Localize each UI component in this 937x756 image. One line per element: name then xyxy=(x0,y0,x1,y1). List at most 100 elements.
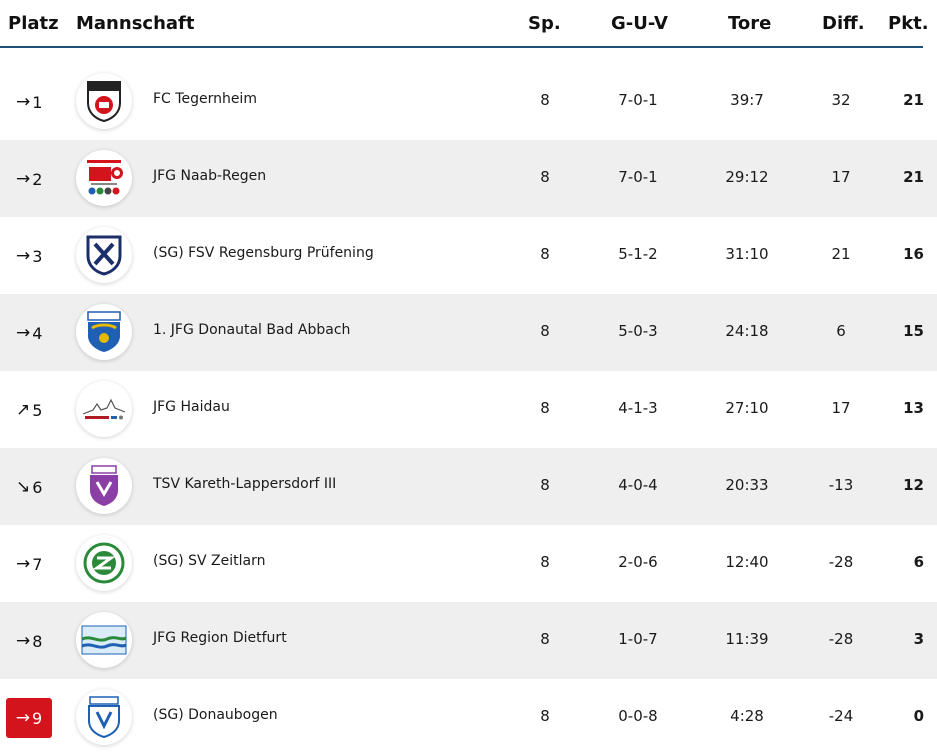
team-logo[interactable] xyxy=(76,535,132,591)
games-played: 8 xyxy=(540,553,550,571)
team-name[interactable]: (SG) Donaubogen xyxy=(153,707,278,723)
rank-cell: → 2 xyxy=(6,159,52,199)
team-logo[interactable] xyxy=(76,150,132,206)
team-name[interactable]: (SG) FSV Regensburg Prüfening xyxy=(153,245,374,261)
team-logo[interactable] xyxy=(76,381,132,437)
points: 16 xyxy=(903,245,924,263)
sv-zeitlarn-crest-icon xyxy=(83,542,125,584)
table-row[interactable]: → 4 1. JFG Donautal Bad Abbach 8 5-0-3 2… xyxy=(0,294,937,371)
goal-difference: -13 xyxy=(828,476,854,494)
games-played: 8 xyxy=(540,630,550,648)
team-name[interactable]: JFG Region Dietfurt xyxy=(153,630,287,646)
team-name[interactable]: JFG Haidau xyxy=(153,399,230,415)
rank-cell: → 7 xyxy=(6,544,52,584)
goal-difference: 17 xyxy=(831,399,851,417)
games-played: 8 xyxy=(540,168,550,186)
rank-number: 5 xyxy=(32,400,43,420)
header-platz: Platz xyxy=(8,13,59,34)
goals: 27:10 xyxy=(725,399,769,417)
team-name[interactable]: 1. JFG Donautal Bad Abbach xyxy=(153,322,351,338)
points: 21 xyxy=(903,91,924,109)
points: 6 xyxy=(913,553,924,571)
header-tore: Tore xyxy=(728,13,772,34)
rank-number: 4 xyxy=(32,323,43,343)
team-name[interactable]: TSV Kareth-Lappersdorf III xyxy=(153,476,337,492)
rank-cell: → 8 xyxy=(6,621,52,661)
table-row[interactable]: → 9 (SG) Donaubogen 8 0-0-8 4:28 -24 0 xyxy=(0,679,937,756)
goals: 4:28 xyxy=(730,707,764,725)
table-row[interactable]: → 1 FC Tegernheim 8 7-0-1 39:7 32 21 xyxy=(0,63,937,140)
games-played: 8 xyxy=(540,476,550,494)
table-row[interactable]: ↗ 5 JFG Haidau 8 4-1-3 27:10 17 13 xyxy=(0,371,937,448)
rank-number: 9 xyxy=(32,708,43,728)
team-name[interactable]: FC Tegernheim xyxy=(153,91,257,107)
goal-difference: 17 xyxy=(831,168,851,186)
goals: 24:18 xyxy=(725,322,769,340)
table-row[interactable]: → 2 JFG Naab-Regen 8 7-0-1 29:12 17 21 xyxy=(0,140,937,217)
team-logo[interactable] xyxy=(76,689,132,745)
games-played: 8 xyxy=(540,245,550,263)
team-name[interactable]: JFG Naab-Regen xyxy=(153,168,267,184)
games-played: 8 xyxy=(540,322,550,340)
fc-tegernheim-crest-icon xyxy=(87,81,121,123)
tsv-kareth-crest-icon xyxy=(90,465,118,506)
win-draw-loss: 4-1-3 xyxy=(618,399,658,417)
header-guv: G-U-V xyxy=(611,13,668,34)
jfg-haidau-logo-icon xyxy=(82,398,126,420)
rank-cell: → 1 xyxy=(6,82,52,122)
table-header: Platz Mannschaft Sp. G-U-V Tore Diff. Pk… xyxy=(0,0,929,48)
table-row[interactable]: → 3 (SG) FSV Regensburg Prüfening 8 5-1-… xyxy=(0,217,937,294)
table-row[interactable]: ↘ 6 TSV Kareth-Lappersdorf III 8 4-0-4 2… xyxy=(0,448,937,525)
arrow-down-right-icon: ↘ xyxy=(16,477,31,497)
table-row[interactable]: → 8 JFG Region Dietfurt 8 1-0-7 11:39 -2… xyxy=(0,602,937,679)
win-draw-loss: 7-0-1 xyxy=(618,91,658,109)
arrow-right-icon: → xyxy=(16,246,31,266)
rank-number: 2 xyxy=(32,169,43,189)
points: 0 xyxy=(913,707,924,725)
sg-donaubogen-crest-icon xyxy=(88,696,120,739)
team-logo[interactable] xyxy=(76,612,132,668)
points: 3 xyxy=(913,630,924,648)
rank-cell: ↗ 5 xyxy=(6,390,52,430)
team-logo[interactable] xyxy=(76,304,132,360)
games-played: 8 xyxy=(540,707,550,725)
arrow-right-icon: → xyxy=(16,323,31,343)
win-draw-loss: 1-0-7 xyxy=(618,630,658,648)
team-logo[interactable] xyxy=(76,458,132,514)
goals: 31:10 xyxy=(725,245,769,263)
goals: 12:40 xyxy=(725,553,769,571)
table-row[interactable]: → 7 (SG) SV Zeitlarn 8 2-0-6 12:40 -28 6 xyxy=(0,525,937,602)
header-pkt: Pkt. xyxy=(888,13,929,34)
goal-difference: -28 xyxy=(828,553,854,571)
win-draw-loss: 7-0-1 xyxy=(618,168,658,186)
team-logo[interactable] xyxy=(76,73,132,129)
rank-number: 7 xyxy=(32,554,43,574)
jfg-naab-regen-logo-icon xyxy=(87,160,123,195)
goal-difference: 21 xyxy=(831,245,851,263)
win-draw-loss: 2-0-6 xyxy=(618,553,658,571)
rank-cell-relegation: → 9 xyxy=(6,698,52,738)
arrow-up-right-icon: ↗ xyxy=(16,400,31,420)
goal-difference: 6 xyxy=(836,322,846,340)
goals: 11:39 xyxy=(725,630,769,648)
header-mannschaft: Mannschaft xyxy=(76,13,195,34)
arrow-right-icon: → xyxy=(16,92,31,112)
win-draw-loss: 5-1-2 xyxy=(618,245,658,263)
goal-difference: -28 xyxy=(828,630,854,648)
points: 12 xyxy=(903,476,924,494)
arrow-right-icon: → xyxy=(16,631,31,651)
rank-number: 3 xyxy=(32,246,43,266)
win-draw-loss: 5-0-3 xyxy=(618,322,658,340)
rank-cell: → 3 xyxy=(6,236,52,276)
win-draw-loss: 4-0-4 xyxy=(618,476,658,494)
goals: 39:7 xyxy=(730,91,764,109)
arrow-right-icon: → xyxy=(16,554,31,574)
points: 21 xyxy=(903,168,924,186)
team-name[interactable]: (SG) SV Zeitlarn xyxy=(153,553,266,569)
jfg-donautal-crest-icon xyxy=(87,311,121,352)
rank-cell: ↘ 6 xyxy=(6,467,52,507)
games-played: 8 xyxy=(540,91,550,109)
rank-cell: → 4 xyxy=(6,313,52,353)
team-logo[interactable] xyxy=(76,227,132,283)
